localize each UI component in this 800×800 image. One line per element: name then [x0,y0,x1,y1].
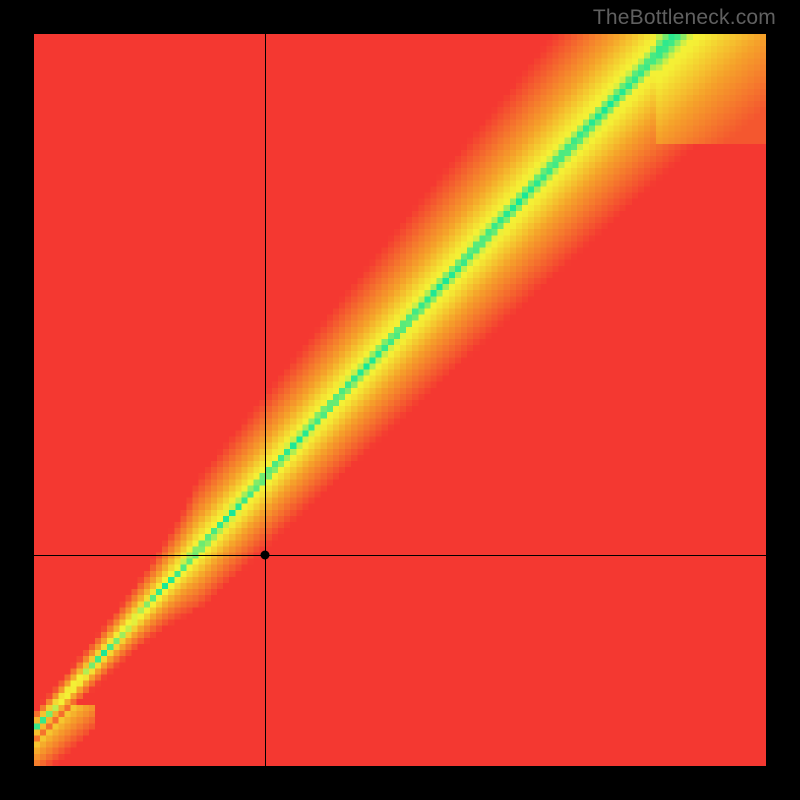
crosshair-horizontal-line [34,555,766,556]
crosshair-vertical-line [265,34,266,766]
crosshair-marker-dot [260,551,269,560]
watermark-text: TheBottleneck.com [593,6,776,30]
bottleneck-heatmap-canvas [34,34,766,766]
heatmap-plot-area [34,34,766,766]
